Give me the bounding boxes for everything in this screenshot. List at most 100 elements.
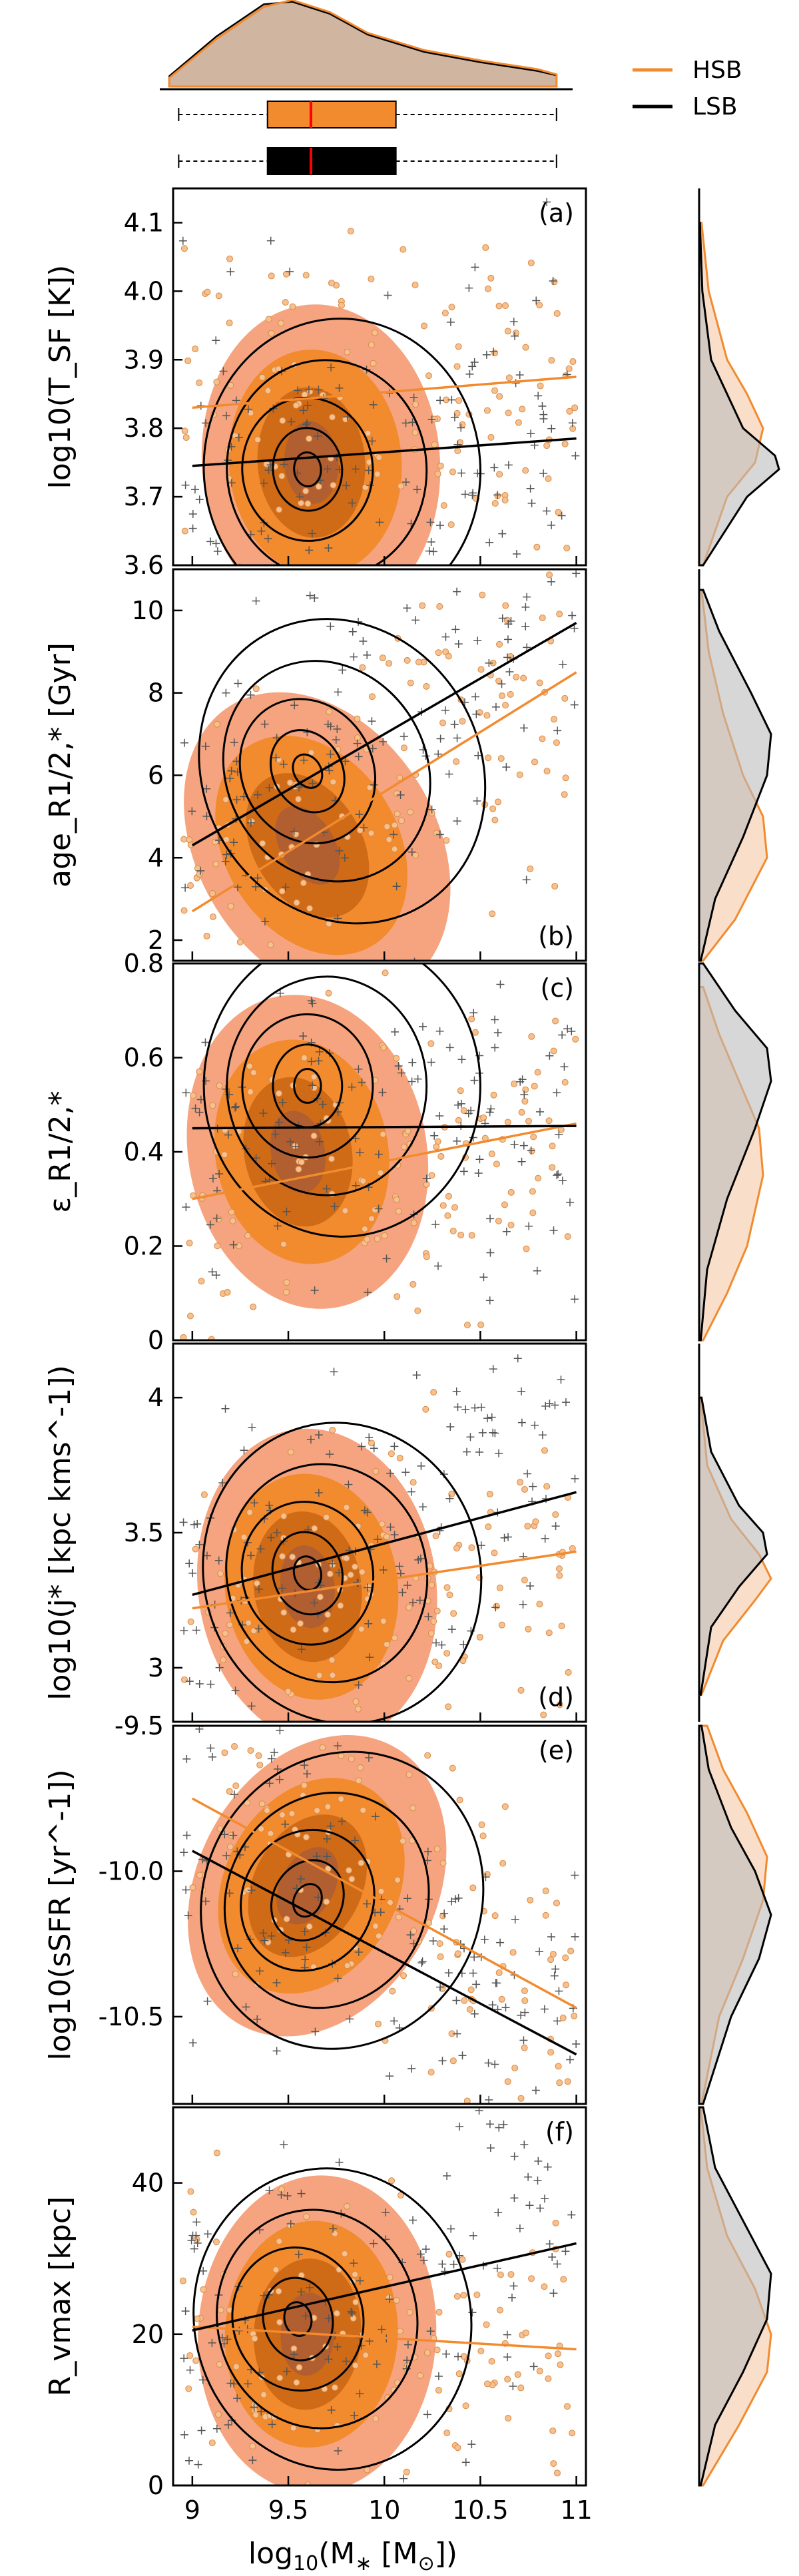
x-axis-label: log10(M∗ [M⊙]) [248, 2537, 457, 2575]
hsb-point [360, 1177, 367, 1184]
lsb-point [434, 2372, 443, 2381]
lsb-point [272, 2047, 281, 2055]
hsb-point [564, 2078, 571, 2085]
hsb-point [348, 1876, 356, 1883]
hsb-point [232, 2363, 240, 2370]
hsb-point [556, 2079, 563, 2087]
lsb-point [473, 637, 482, 645]
hsb-point [486, 1491, 493, 1498]
hsb-point [275, 1090, 282, 1097]
panel-f-y-label: R_vmax [kpc] [43, 2196, 77, 2396]
hsb-point [316, 1672, 323, 1679]
lsb-point [308, 779, 317, 788]
lsb-point [560, 1063, 569, 1071]
lsb-point [356, 2276, 364, 2285]
hsb-point [192, 1545, 199, 1553]
lsb-contour-1 [200, 1750, 485, 2050]
lsb-point [356, 1148, 364, 1157]
hsb-point [479, 591, 486, 599]
lsb-point [486, 1248, 495, 1257]
hsb-point [258, 1825, 265, 1832]
lsb-point [547, 1932, 556, 1941]
lsb-contour-2 [223, 1792, 430, 2009]
hsb-point [186, 2352, 194, 2360]
lsb-point [234, 679, 242, 688]
hsb-point [302, 1834, 310, 1841]
hsb-point [280, 1240, 287, 1248]
hsb-point [555, 509, 562, 516]
hsb-point [494, 798, 501, 806]
lsb-point [386, 1469, 395, 1477]
lsb-point [485, 1108, 494, 1117]
hsb-point [457, 1782, 463, 1788]
lsb-point [253, 2015, 262, 2023]
hsb-point [324, 1611, 332, 1619]
hsb-point [374, 471, 381, 478]
lsb-point [503, 635, 512, 644]
lsb-point [523, 593, 531, 601]
lsb-point [352, 465, 360, 473]
lsb-point [224, 2420, 232, 2429]
lsb-point [491, 928, 499, 936]
lsb-point [485, 2120, 494, 2129]
hsb-point [355, 1777, 362, 1784]
hsb-point [226, 320, 233, 327]
lsb-point [499, 2120, 508, 2129]
lsb-point [208, 1268, 216, 1276]
lsb-point [463, 1447, 471, 1456]
hsb-point [483, 2321, 490, 2328]
hsb-point [487, 274, 495, 282]
hsb-point [368, 341, 375, 348]
lsb-point [201, 419, 210, 427]
hsb-point [347, 1571, 354, 1579]
lsb-point [192, 1626, 200, 1635]
lsb-point [271, 1130, 280, 1139]
lsb-point [226, 1609, 235, 1617]
hsb-point [247, 1747, 254, 1754]
lsb-point [277, 2190, 286, 2199]
lsb-point [491, 1043, 499, 1052]
hsb-point [409, 1479, 417, 1486]
lsb-point [557, 1376, 565, 1384]
lsb-point [527, 429, 535, 438]
lsb-point [197, 2426, 206, 2435]
lsb-contour-2 [225, 1463, 429, 1684]
lsb-point [466, 1433, 475, 1441]
hsb-point [330, 778, 337, 786]
hsb-point [496, 471, 503, 478]
hsb-point [227, 382, 234, 389]
hsb-point [459, 718, 466, 725]
lsb-point [358, 1442, 366, 1451]
marginal-density-lsb [698, 221, 780, 567]
lsb-point [254, 1625, 263, 1633]
hsb-point [235, 1242, 242, 1250]
lsb-point [572, 569, 581, 578]
lsb-point [326, 1450, 334, 1459]
hsb-point [552, 2219, 559, 2226]
hsb-point [192, 346, 199, 353]
lsb-point [445, 1043, 454, 1052]
lsb-point [561, 1398, 570, 1407]
hsb-point [556, 611, 563, 618]
lsb-point [201, 1038, 210, 1047]
hsb-point [501, 497, 509, 504]
hsb-point [518, 950, 524, 956]
lsb-point [424, 1613, 433, 1621]
hsb-point [329, 1426, 336, 1433]
lsb-point [358, 1078, 366, 1087]
lsb-point [571, 1295, 579, 1304]
lsb-point [246, 1551, 255, 1560]
lsb-point [350, 2412, 359, 2420]
lsb-contour-5 [293, 1067, 322, 1104]
panel-a-label: (a) [539, 198, 574, 228]
lsb-point [398, 1069, 406, 1077]
lsb-point [438, 2260, 447, 2268]
lsb-point [406, 1931, 415, 1939]
hsb-point [409, 1804, 417, 1812]
lsb-point [558, 1176, 567, 1185]
hsb-point [296, 2364, 303, 2371]
hsb-point [507, 2271, 515, 2278]
hsb-point [527, 865, 534, 872]
hsb-point [435, 2308, 443, 2316]
lsb-point [459, 1641, 468, 1649]
